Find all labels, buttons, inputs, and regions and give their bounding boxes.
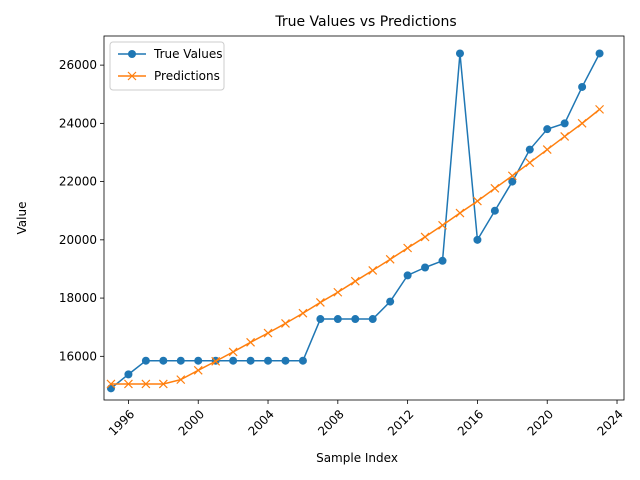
y-axis: 16000 18000 20000 22000 24000 26000 xyxy=(59,58,104,363)
y-tick-label: 22000 xyxy=(59,175,97,189)
data-point xyxy=(473,235,482,244)
data-point xyxy=(542,145,552,154)
data-point xyxy=(211,356,221,366)
data-point xyxy=(316,315,325,324)
data-point xyxy=(246,356,255,365)
data-point xyxy=(438,256,447,265)
legend-marker xyxy=(127,71,137,81)
data-point xyxy=(194,356,203,365)
data-point xyxy=(298,308,308,318)
data-point xyxy=(490,206,499,215)
data-point xyxy=(246,337,256,347)
series-predictions xyxy=(106,104,604,389)
series-layer xyxy=(106,49,604,393)
data-point xyxy=(124,370,133,379)
data-point xyxy=(281,356,290,365)
data-point xyxy=(421,263,430,272)
y-tick-label: 26000 xyxy=(59,58,97,72)
data-point xyxy=(159,356,168,365)
data-point xyxy=(403,271,412,280)
data-point xyxy=(228,347,238,357)
data-point xyxy=(508,177,517,186)
data-point xyxy=(333,315,342,324)
data-point xyxy=(193,365,203,375)
data-point xyxy=(263,328,273,338)
legend: True Values Predictions xyxy=(109,41,225,91)
data-point xyxy=(595,49,604,58)
data-point xyxy=(455,49,464,58)
data-point xyxy=(420,232,430,242)
data-point xyxy=(507,171,517,181)
data-point xyxy=(472,196,482,206)
data-point xyxy=(560,132,570,141)
legend-marker xyxy=(128,50,136,58)
data-point xyxy=(176,356,185,365)
y-tick-label: 24000 xyxy=(59,116,97,130)
y-tick-label: 16000 xyxy=(59,349,97,363)
data-point xyxy=(578,82,587,91)
data-point xyxy=(368,315,377,324)
data-point xyxy=(351,315,360,324)
data-point xyxy=(577,118,587,128)
legend-label: True Values xyxy=(153,47,223,61)
y-axis-label: Value xyxy=(15,202,29,235)
data-point xyxy=(543,125,552,134)
data-point xyxy=(298,356,307,365)
plot-area-frame xyxy=(103,35,625,401)
series-true-values xyxy=(106,49,604,393)
data-point xyxy=(315,298,325,307)
legend-label: Predictions xyxy=(154,69,220,83)
data-point xyxy=(386,297,395,306)
data-point xyxy=(229,356,238,365)
data-point xyxy=(176,375,186,385)
data-point xyxy=(106,379,116,389)
data-point xyxy=(106,384,115,393)
data-point xyxy=(595,104,604,114)
data-point xyxy=(124,379,133,389)
data-point xyxy=(525,158,535,168)
data-point xyxy=(455,208,465,218)
data-point xyxy=(525,145,534,154)
data-point xyxy=(158,379,168,389)
y-tick-label: 18000 xyxy=(59,291,97,305)
data-point xyxy=(350,276,360,286)
data-point xyxy=(490,183,500,193)
x-axis-label: Sample Index xyxy=(316,451,398,465)
data-point xyxy=(385,254,395,264)
data-point xyxy=(281,318,290,328)
data-point xyxy=(403,243,413,253)
legend-entry: True Values xyxy=(118,47,223,61)
data-point xyxy=(141,356,150,365)
data-point xyxy=(333,287,343,297)
data-point xyxy=(438,220,447,230)
data-point xyxy=(560,119,569,128)
chart-title: True Values vs Predictions xyxy=(274,14,456,30)
data-point xyxy=(368,265,378,275)
y-tick-label: 20000 xyxy=(59,233,97,247)
legend-entry: Predictions xyxy=(118,69,220,83)
data-point xyxy=(141,379,151,389)
data-point xyxy=(264,356,273,365)
